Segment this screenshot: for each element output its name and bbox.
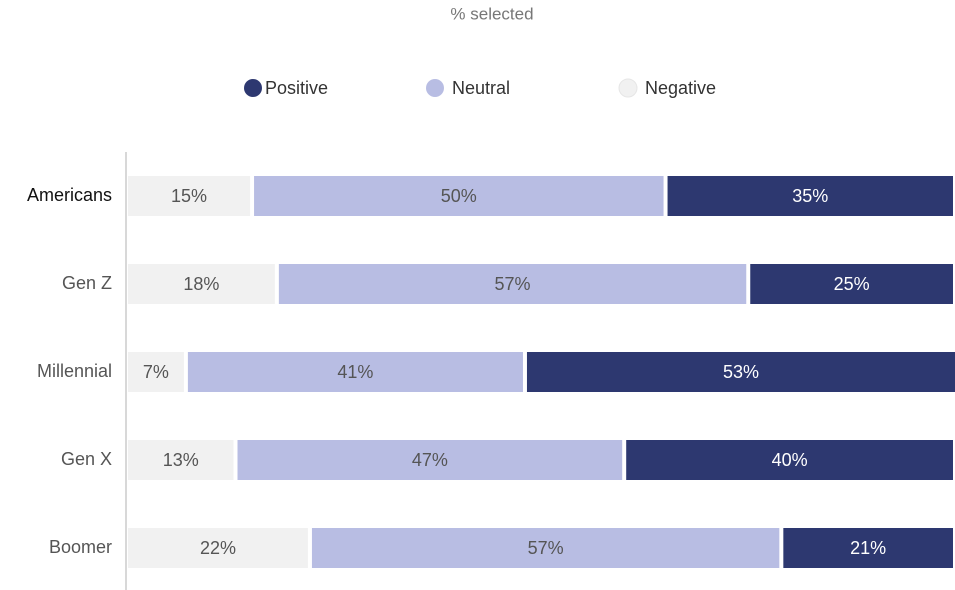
data-label: 21% (850, 538, 886, 558)
bar-segment (667, 176, 953, 216)
data-label: 15% (171, 186, 207, 206)
data-label: 50% (441, 186, 477, 206)
data-label: 25% (834, 274, 870, 294)
y-tick-label: Boomer (49, 537, 112, 557)
data-label: 57% (495, 274, 531, 294)
bar-segment (128, 528, 308, 568)
data-label: 47% (412, 450, 448, 470)
y-tick-label: Gen X (61, 449, 112, 469)
data-label: 7% (143, 362, 169, 382)
bar-segment (254, 176, 664, 216)
legend-label: Neutral (452, 78, 510, 98)
bar-segment (187, 352, 523, 392)
legend-swatch (618, 78, 638, 98)
legend-swatch (426, 79, 444, 97)
bar-segment (526, 352, 955, 392)
legend-swatch (244, 79, 262, 97)
legend-label: Negative (645, 78, 716, 98)
y-tick-label: Gen Z (62, 273, 112, 293)
bar-segment (128, 352, 184, 392)
data-label: 53% (723, 362, 759, 382)
data-label: 18% (183, 274, 219, 294)
chart-title: % selected (450, 4, 533, 23)
data-label: 40% (772, 450, 808, 470)
y-tick-label: Americans (27, 185, 112, 205)
bar-segment (128, 264, 275, 304)
data-label: 22% (200, 538, 236, 558)
y-tick-label: Millennial (37, 361, 112, 381)
data-label: 57% (528, 538, 564, 558)
data-label: 41% (337, 362, 373, 382)
bar-segment (783, 528, 953, 568)
data-label: 13% (163, 450, 199, 470)
legend-label: Positive (265, 78, 328, 98)
bar-segment (750, 264, 953, 304)
bar-segment (237, 440, 623, 480)
bar-segment (278, 264, 747, 304)
bar-segment (311, 528, 780, 568)
data-label: 35% (792, 186, 828, 206)
bar-segment (128, 176, 251, 216)
bar-segment (128, 440, 234, 480)
bar-segment (626, 440, 953, 480)
